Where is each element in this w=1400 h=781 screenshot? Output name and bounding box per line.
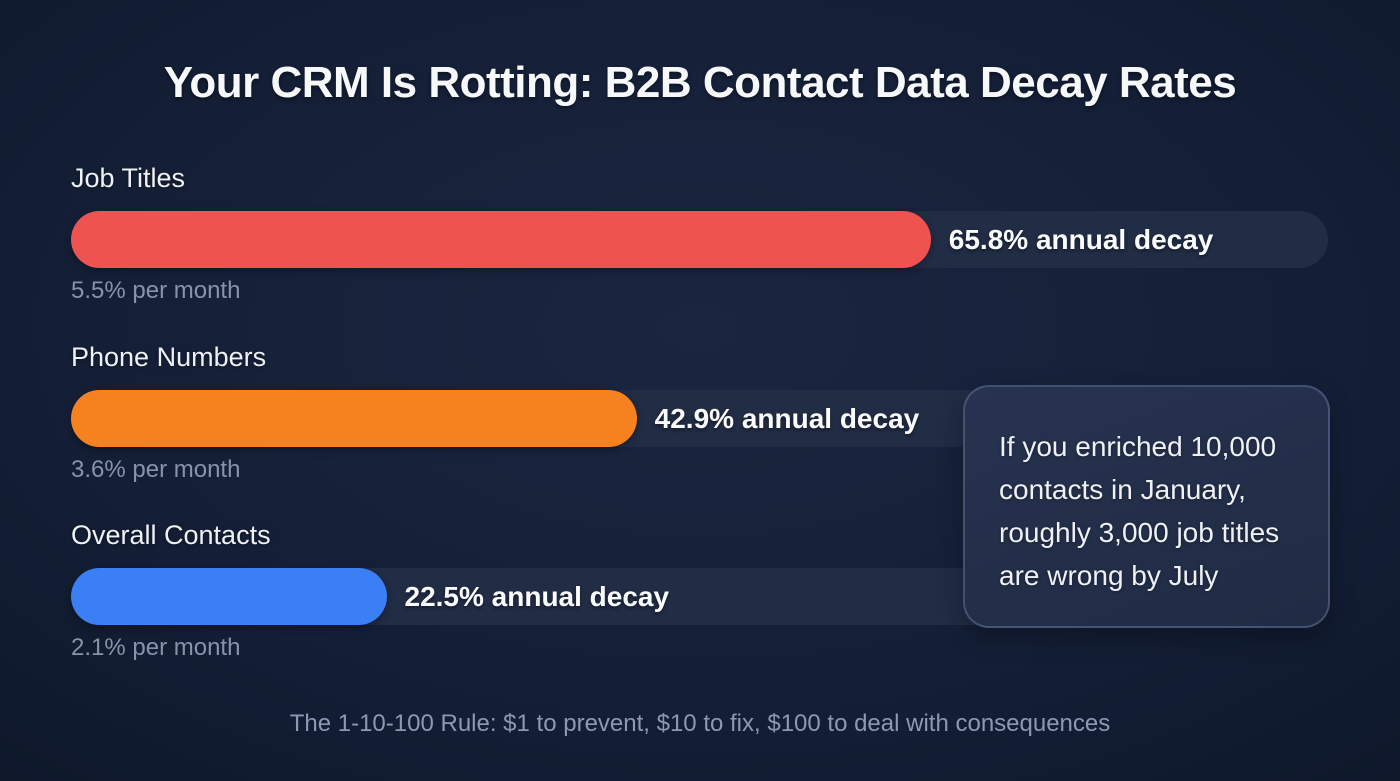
category-label: Phone Numbers bbox=[71, 342, 267, 372]
bar-value-label: 22.5% annual decay bbox=[404, 581, 670, 612]
bar-track: 65.8% annual decay bbox=[71, 211, 1328, 268]
category-label: Overall Contacts bbox=[71, 520, 271, 550]
annotation-callout: If you enriched 10,000 contacts in Janua… bbox=[963, 385, 1330, 628]
bar-fill bbox=[71, 211, 931, 268]
footnote: The 1-10-100 Rule: $1 to prevent, $10 to… bbox=[289, 710, 1111, 737]
bar-fill bbox=[71, 568, 387, 625]
page-title: Your CRM Is Rotting: B2B Contact Data De… bbox=[163, 58, 1237, 107]
monthly-rate-label: 2.1% per month bbox=[71, 634, 241, 661]
decay-row-job-titles: Job Titles 65.8% annual decay 5.5% per m… bbox=[71, 163, 1328, 305]
category-label: Job Titles bbox=[71, 163, 186, 193]
annotation-text: If you enriched 10,000 contacts in Janua… bbox=[999, 431, 1280, 591]
bar-value-label: 65.8% annual decay bbox=[948, 224, 1214, 255]
bar-value-label: 42.9% annual decay bbox=[654, 403, 920, 434]
monthly-rate-label: 5.5% per month bbox=[71, 277, 241, 304]
bar-fill bbox=[71, 390, 637, 447]
monthly-rate-label: 3.6% per month bbox=[71, 456, 241, 483]
